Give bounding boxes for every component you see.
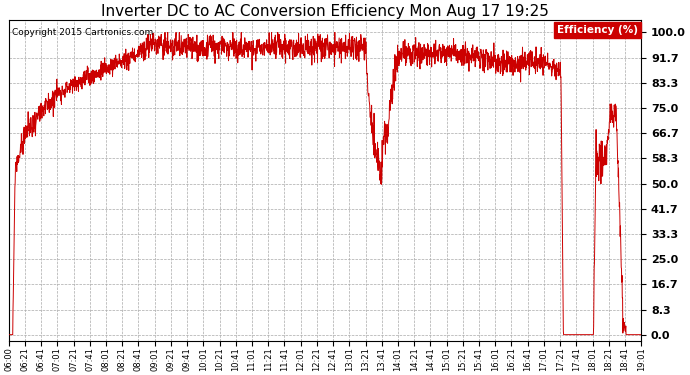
Text: Efficiency (%): Efficiency (%) (557, 25, 638, 35)
Title: Inverter DC to AC Conversion Efficiency Mon Aug 17 19:25: Inverter DC to AC Conversion Efficiency … (101, 4, 549, 19)
Text: Copyright 2015 Cartronics.com: Copyright 2015 Cartronics.com (12, 28, 153, 38)
